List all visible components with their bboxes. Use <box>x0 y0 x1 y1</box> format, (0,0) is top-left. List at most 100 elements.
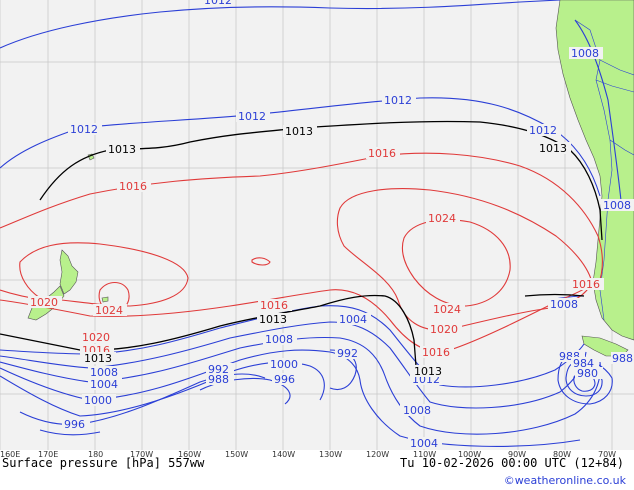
chatham-island <box>101 296 109 303</box>
label-black-1013-c: 1013 <box>537 142 571 155</box>
svg-text:1008: 1008 <box>603 199 631 212</box>
label-blue-1000-a: 1000 <box>268 358 302 371</box>
svg-text:1013: 1013 <box>84 352 112 365</box>
longitude-label: 120W <box>366 450 390 459</box>
svg-text:1012: 1012 <box>70 123 98 136</box>
label-black-1013-e: 1013 <box>82 352 116 365</box>
svg-text:1004: 1004 <box>90 378 118 391</box>
svg-text:1008: 1008 <box>571 47 599 60</box>
svg-text:1024: 1024 <box>433 303 461 316</box>
map-title: Surface pressure [hPa] 557ww <box>2 456 205 470</box>
longitude-label: 130W <box>319 450 343 459</box>
svg-text:1008: 1008 <box>403 404 431 417</box>
label-blue-1000-b: 1000 <box>82 394 116 407</box>
label-blue-996-b: 996 <box>62 418 90 431</box>
svg-text:980: 980 <box>577 367 598 380</box>
svg-text:984: 984 <box>573 357 594 370</box>
longitude-label: 140W <box>272 450 296 459</box>
label-blue-1008-d: 1008 <box>263 333 297 346</box>
label-blue-1008-a: 1008 <box>569 47 603 60</box>
svg-text:1024: 1024 <box>428 212 456 225</box>
svg-text:1024: 1024 <box>95 304 123 317</box>
svg-text:996: 996 <box>64 418 85 431</box>
label-blue-1012-b: 1012 <box>68 123 102 136</box>
svg-text:996: 996 <box>274 373 295 386</box>
label-red-1024-b: 1024 <box>93 304 127 317</box>
svg-text:1020: 1020 <box>430 323 458 336</box>
label-red-1024-c: 1024 <box>431 303 465 316</box>
svg-text:1013: 1013 <box>285 125 313 138</box>
label-blue-988-c: 988 <box>611 352 633 365</box>
longitude-label: 150W <box>225 450 249 459</box>
svg-text:1016: 1016 <box>368 147 396 160</box>
svg-text:1000: 1000 <box>270 358 298 371</box>
svg-text:1012: 1012 <box>238 110 266 123</box>
label-red-1016-c: 1016 <box>258 299 292 312</box>
longitude-label: 170E <box>38 450 59 459</box>
isobar-labels: 1012 1012 1012 1012 1012 1008 1008 1008 … <box>28 0 634 450</box>
surface-pressure-map: 1012 1012 1012 1012 1012 1008 1008 1008 … <box>0 0 634 450</box>
label-black-1013-f: 1013 <box>412 365 446 378</box>
longitude-label: 100W <box>458 450 482 459</box>
svg-text:1004: 1004 <box>339 313 367 326</box>
label-blue-996-a: 996 <box>272 373 300 386</box>
label-blue-984: 984 <box>571 357 599 370</box>
longitude-label: 90W <box>508 450 527 459</box>
new-zealand-north-island <box>59 249 79 295</box>
svg-text:1008: 1008 <box>90 366 118 379</box>
label-blue-1012-e: 1012 <box>527 124 561 137</box>
svg-text:1012: 1012 <box>204 0 232 7</box>
label-blue-1008-b: 1008 <box>601 199 634 212</box>
svg-text:1012: 1012 <box>384 94 412 107</box>
label-blue-988-a: 988 <box>206 373 234 386</box>
svg-text:988: 988 <box>208 373 229 386</box>
label-blue-1004-b: 1004 <box>88 378 122 391</box>
label-blue-1012-c: 1012 <box>236 110 270 123</box>
longitude-label: 170W <box>130 450 154 459</box>
svg-text:1013: 1013 <box>259 313 287 326</box>
svg-text:1020: 1020 <box>82 331 110 344</box>
longitude-label: 160W <box>178 450 202 459</box>
svg-text:1008: 1008 <box>265 333 293 346</box>
label-red-1016-e: 1016 <box>420 346 454 359</box>
label-blue-1008-e: 1008 <box>88 366 122 379</box>
label-blue-1012-a: 1012 <box>200 0 234 7</box>
svg-text:1016: 1016 <box>260 299 288 312</box>
map-footer: 160E 170E 180 170W 160W 150W 140W 130W 1… <box>0 450 634 490</box>
label-red-1024-a: 1024 <box>426 212 460 225</box>
label-red-1016-b: 1016 <box>117 180 151 193</box>
svg-text:1013: 1013 <box>414 365 442 378</box>
svg-text:1020: 1020 <box>30 296 58 309</box>
label-blue-980: 980 <box>575 367 603 380</box>
longitude-label: 70W <box>598 450 617 459</box>
label-blue-1004-c: 1004 <box>408 437 442 450</box>
credit-link[interactable]: ©weatheronline.co.uk <box>503 474 626 487</box>
svg-text:1013: 1013 <box>108 143 136 156</box>
label-blue-1012-d: 1012 <box>382 94 416 107</box>
label-black-1013-b: 1013 <box>283 125 317 138</box>
label-black-1013-d: 1013 <box>257 313 291 326</box>
label-red-1020-c: 1020 <box>428 323 462 336</box>
svg-text:1012: 1012 <box>529 124 557 137</box>
svg-text:1000: 1000 <box>84 394 112 407</box>
longitude-label: 110W <box>413 450 437 459</box>
svg-text:1016: 1016 <box>119 180 147 193</box>
svg-text:1016: 1016 <box>422 346 450 359</box>
label-red-1016-a: 1016 <box>366 147 400 160</box>
longitude-label: 160E <box>0 450 21 459</box>
longitude-label: 180 <box>88 450 104 459</box>
label-blue-1008-c: 1008 <box>548 298 582 311</box>
svg-text:992: 992 <box>337 347 358 360</box>
svg-text:988: 988 <box>612 352 633 365</box>
svg-text:1008: 1008 <box>550 298 578 311</box>
label-blue-992-a: 992 <box>335 347 363 360</box>
longitude-label: 80W <box>553 450 572 459</box>
label-red-1020-b: 1020 <box>80 331 114 344</box>
forecast-datetime: Tu 10-02-2026 00:00 UTC (12+84) <box>400 456 624 470</box>
label-black-1013-a: 1013 <box>106 143 140 156</box>
label-red-1016-f: 1016 <box>570 278 604 291</box>
label-blue-1008-f: 1008 <box>400 404 434 417</box>
svg-text:1016: 1016 <box>572 278 600 291</box>
label-blue-992-b: 992 <box>206 363 234 376</box>
label-red-1020-a: 1020 <box>28 296 62 309</box>
